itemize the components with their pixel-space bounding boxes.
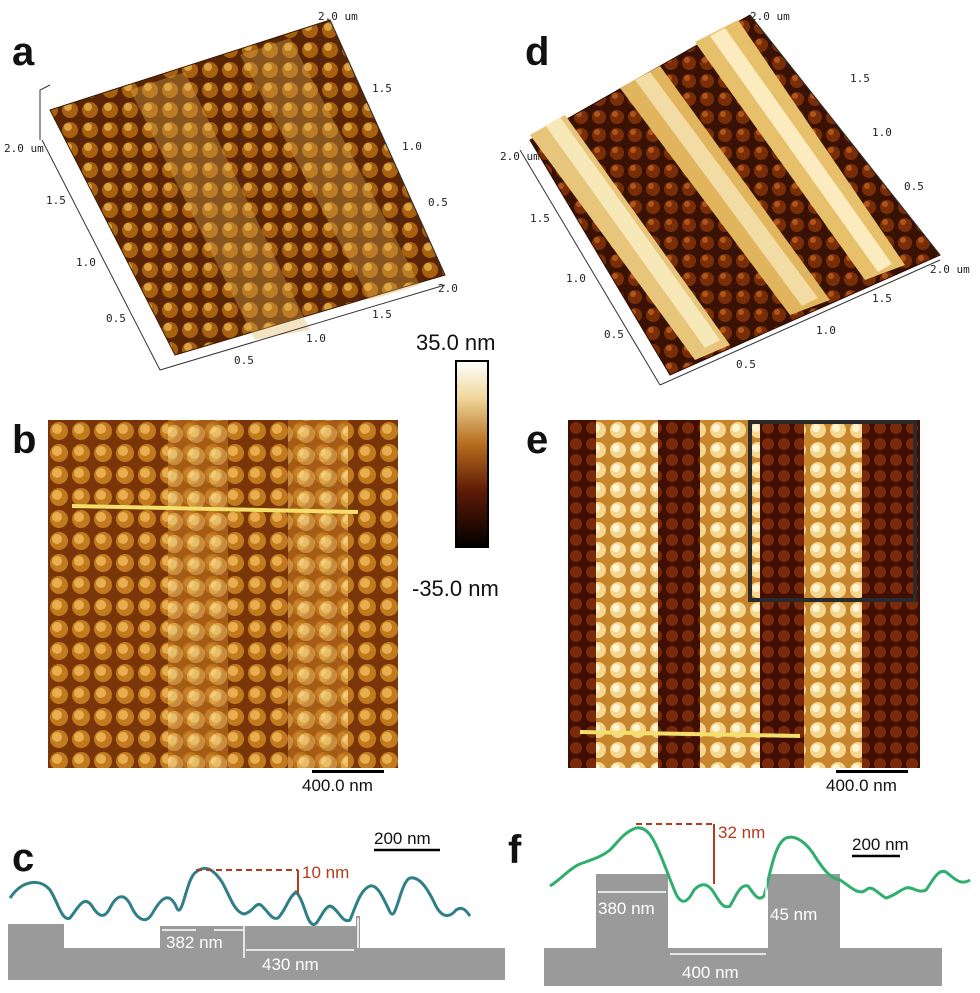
dimension-label: 19 nm [364, 929, 411, 948]
axis-label: 1.0 [76, 256, 96, 269]
panel-d-3d-view: 2.0 um 1.5 1.0 0.5 2.0 um 1.5 1.0 0.5 2.… [500, 10, 970, 386]
axis-label: 1.0 [872, 126, 892, 139]
panel-label-d: d [525, 30, 550, 74]
inset-frame [748, 420, 917, 602]
axis-label: 1.5 [46, 194, 66, 207]
axis-label: 0.5 [904, 180, 924, 193]
scalebar [836, 770, 908, 773]
axis-label: 1.0 [402, 140, 422, 153]
axis-label: 2.0 um [4, 142, 44, 155]
panel-a-3d-view: 2.0 um 1.5 1.0 0.5 0.5 1.0 1.5 2.0 um 2.… [4, 10, 460, 371]
axis-label: 1.5 [372, 82, 392, 95]
axis-label: 0.5 [106, 312, 126, 325]
axis-label: 0.5 [428, 196, 448, 209]
substrate-cross-section [544, 874, 942, 986]
panel-c-profile: 10 nm 200 nm 382 nm 430 nm 19 nm [8, 829, 505, 980]
axis-label: 0.5 [234, 354, 254, 367]
scalebar-label: 400.0 nm [826, 776, 897, 795]
axis-label: 1.0 [816, 324, 836, 337]
height-label: 10 nm [302, 863, 349, 882]
height-label: 32 nm [718, 823, 765, 842]
panel-label-b: b [12, 418, 37, 462]
panel-e-afm-image [568, 420, 920, 768]
dimension-label: 400 nm [682, 963, 739, 982]
panel-label-a: a [12, 30, 35, 74]
height-colorbar [455, 360, 489, 548]
panel-label-c: c [12, 836, 35, 880]
axis-label: 1.5 [872, 292, 892, 305]
dimension-label: 382 nm [166, 933, 223, 952]
axis-label: 2.0 um [930, 263, 970, 276]
axis-label: 2.0 um [750, 10, 790, 23]
dimension-label: 430 nm [262, 955, 319, 974]
colorbar-max-label: 35.0 nm [416, 330, 496, 355]
scalebar-label: 200 nm [852, 835, 909, 854]
dimension-label: 380 nm [598, 899, 655, 918]
profile-line [579, 730, 801, 738]
axis-label: 2.0 um [438, 282, 460, 295]
scalebar [312, 770, 384, 773]
axis-label: 2.0 um [500, 150, 540, 163]
profile-line [71, 504, 359, 514]
height-profile-curve [8, 866, 472, 926]
axis-label: 2.0 um [318, 10, 358, 23]
axis-label: 1.5 [372, 308, 392, 321]
scalebar-label: 200 nm [374, 829, 431, 848]
colorbar-min-label: -35.0 nm [412, 576, 499, 601]
panel-label-e: e [526, 418, 549, 462]
panel-label-f: f [508, 828, 522, 872]
axis-label: 1.5 [850, 72, 870, 85]
substrate-cross-section [8, 916, 505, 980]
axis-label: 1.0 [306, 332, 326, 345]
panel-b-afm-image [48, 420, 398, 768]
axis-label: 1.5 [530, 212, 550, 225]
axis-label: 1.0 [566, 272, 586, 285]
height-profile-curve [549, 826, 971, 909]
dimension-label: 45 nm [770, 905, 817, 924]
axis-label: 0.5 [604, 328, 624, 341]
axis-label: 0.5 [736, 358, 756, 371]
scalebar-label: 400.0 nm [302, 776, 373, 795]
panel-f-profile: 32 nm 200 nm 380 nm 45 nm 400 nm [544, 823, 971, 986]
